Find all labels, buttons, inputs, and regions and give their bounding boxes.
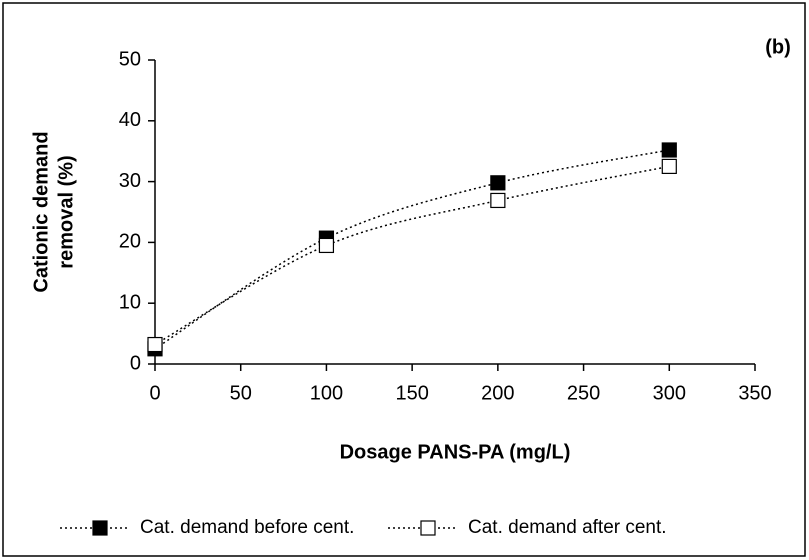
- marker: [661, 158, 677, 174]
- chart-title: (b): [765, 36, 791, 58]
- x-tick-label: 200: [481, 382, 514, 404]
- legend-marker: [420, 520, 436, 536]
- y-tick-label: 10: [119, 291, 141, 313]
- marker: [490, 192, 506, 209]
- y-tick-label: 0: [130, 352, 141, 374]
- y-axis-label: Cationic demand removal (%): [30, 131, 77, 292]
- y-tick-label: 20: [119, 231, 141, 253]
- marker: [490, 175, 506, 191]
- x-tick-label: 0: [149, 382, 160, 404]
- legend-label: Cat. demand before cent.: [140, 517, 354, 538]
- x-tick-label: 350: [738, 382, 771, 404]
- marker: [147, 336, 163, 353]
- x-axis-label: Dosage PANS-PA (mg/L): [340, 441, 571, 463]
- y-axis-label-line: removal (%): [55, 155, 77, 268]
- legend-marker: [92, 520, 108, 536]
- x-tick-label: 250: [567, 382, 600, 404]
- y-tick-label: 50: [119, 48, 141, 70]
- x-tick-label: 300: [653, 382, 686, 404]
- marker: [318, 237, 335, 254]
- y-axis-label-line: Cationic demand: [30, 131, 52, 292]
- y-tick-label: 40: [119, 109, 141, 131]
- marker: [661, 142, 677, 158]
- y-tick-label: 30: [119, 170, 141, 192]
- x-tick-label: 100: [310, 382, 343, 404]
- x-tick-label: 50: [230, 382, 252, 404]
- legend-label: Cat. demand after cent.: [468, 517, 667, 538]
- series-line: [154, 165, 670, 346]
- series-line: [154, 149, 670, 350]
- x-tick-label: 150: [395, 382, 428, 404]
